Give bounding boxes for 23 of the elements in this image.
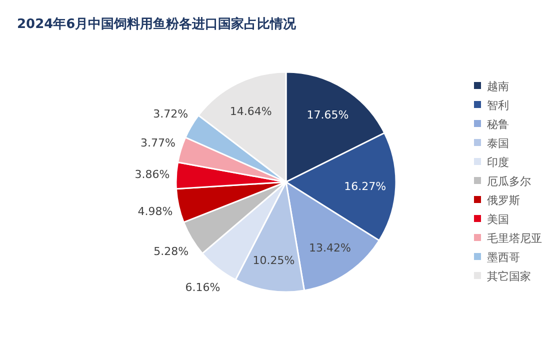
data-label: 3.86% (134, 168, 170, 181)
data-label: 3.72% (153, 108, 188, 121)
chart-title: 2024年6月中国饲料用鱼粉各进口国家占比情况 (17, 16, 298, 32)
data-label: 5.28% (154, 244, 189, 258)
data-label: 10.25% (252, 254, 295, 268)
data-label: 14.64% (230, 104, 272, 118)
legend-label: 俄罗斯 (487, 194, 520, 207)
legend-label: 毛里塔尼亚 (487, 232, 542, 245)
legend-label: 越南 (487, 80, 509, 93)
legend-label: 厄瓜多尔 (487, 174, 531, 188)
data-label: 13.42% (309, 242, 351, 255)
legend-label: 美国 (487, 212, 509, 226)
legend-label: 其它国家 (487, 270, 531, 283)
data-label: 16.27% (344, 180, 386, 193)
legend-label: 泰国 (487, 136, 509, 150)
legend-label: 印度 (487, 156, 509, 169)
data-label: 3.77% (140, 136, 176, 150)
legend-label: 墨西哥 (487, 250, 520, 264)
data-label: 4.98% (138, 204, 173, 218)
legend-label: 秘鲁 (487, 118, 509, 131)
data-label: 17.65% (306, 108, 349, 122)
legend-label: 智利 (487, 98, 509, 112)
data-label: 6.16% (185, 280, 220, 294)
